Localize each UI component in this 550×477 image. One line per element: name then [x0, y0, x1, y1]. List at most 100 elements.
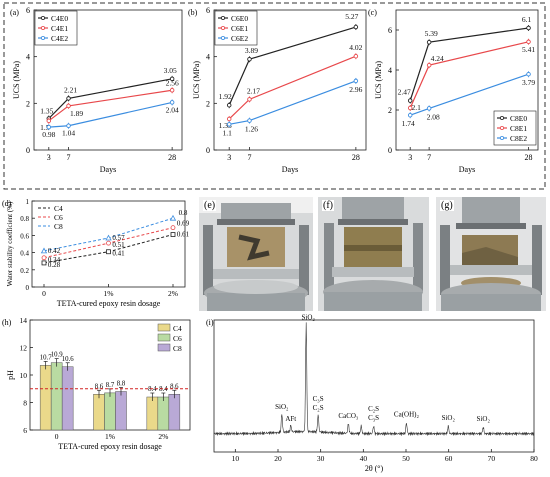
peak-label: C₃S	[368, 414, 379, 422]
data-label: 5.41	[522, 45, 535, 54]
panel-label-f: (f)	[322, 200, 334, 211]
y-axis-label: UCS (MPa)	[192, 61, 201, 99]
x-tick-label: 10	[232, 454, 240, 463]
peak-label: AFt	[285, 415, 296, 423]
x-axis-label: Days	[282, 165, 298, 174]
y-tick-label: 2	[388, 106, 392, 115]
data-label: 8.8	[117, 381, 126, 388]
series-line-C8E1	[409, 41, 529, 109]
data-label: 4.02	[349, 43, 362, 52]
data-label: 2.1	[412, 103, 422, 112]
x-tick-label: 50	[402, 454, 410, 463]
data-label: 0.57	[112, 234, 125, 242]
data-point	[407, 98, 413, 103]
bar-C8	[168, 394, 181, 431]
data-label: 2.96	[349, 85, 362, 94]
legend-swatch	[157, 323, 171, 332]
data-label: 3.05	[164, 66, 177, 75]
peak-label: SiO₂	[477, 415, 491, 423]
panel-label: (b)	[188, 8, 198, 17]
x-tick-label: 7	[247, 153, 251, 162]
panel-label: (h)	[2, 318, 12, 327]
chart-a: 0 2 4 6 3 7 28 Days UCS (MPa) 1.35 2.21 3.05 1.5 1.89…	[10, 6, 183, 174]
data-label: 1.26	[245, 125, 258, 134]
y-tick-label: 4	[26, 53, 30, 62]
bar-C4	[39, 365, 52, 431]
legend-marker	[499, 126, 504, 131]
data-label: 5.27	[345, 12, 358, 21]
plot-frame	[33, 9, 183, 151]
data-label: 6.1	[522, 15, 532, 24]
y-tick-label: 0	[26, 284, 30, 292]
data-label: 8.6	[95, 383, 104, 390]
data-point	[353, 24, 359, 30]
data-label: 8.7	[106, 382, 115, 389]
legend-marker	[499, 135, 504, 140]
data-label: 2.56	[166, 78, 179, 87]
data-label: 8.4	[159, 386, 168, 393]
y-axis-label: UCS (MPa)	[374, 61, 383, 99]
data-point	[247, 97, 252, 102]
data-point	[353, 53, 359, 59]
data-point	[40, 247, 48, 254]
data-label: 10.6	[62, 356, 74, 363]
data-point	[46, 118, 52, 124]
x-tick-label: 28	[168, 153, 176, 162]
panel-label-e: (e)	[203, 200, 217, 211]
xrd-pattern	[213, 322, 535, 437]
data-label: 2.21	[64, 85, 77, 94]
x-tick-label: 70	[488, 454, 496, 463]
data-point	[169, 76, 175, 82]
data-point	[226, 116, 232, 122]
data-point	[169, 88, 175, 93]
data-point	[105, 234, 112, 241]
legend-label: C6E0	[231, 14, 248, 23]
chart-b: 0 2 4 6 3 7 28 Days UCS (MPa) 1.92 3.89 5.27 1.33 2.1…	[188, 6, 367, 174]
bar-C6	[104, 392, 116, 431]
data-label: 1.04	[62, 129, 75, 138]
data-label: 2.08	[427, 112, 440, 121]
x-tick-label: 40	[360, 454, 368, 463]
data-label: 10.9	[51, 352, 63, 359]
x-axis-label: Days	[459, 165, 475, 174]
legend-label: C4E0	[51, 14, 68, 23]
legend-label: C8	[173, 344, 182, 353]
data-point	[426, 106, 432, 111]
plot-frame	[395, 9, 539, 151]
data-point	[426, 39, 432, 45]
y-tick-label: 0	[206, 146, 210, 155]
data-point	[407, 105, 413, 111]
x-tick-label: 28	[352, 153, 360, 162]
data-point	[41, 260, 47, 266]
y-tick-label: 4	[388, 66, 392, 75]
panel-label: (d)	[2, 199, 12, 208]
chart-c: 0 2 4 6 3 7 28 Days UCS (MPa) 2.47 5.39 6.1 2.1 4.24 5…	[368, 8, 539, 174]
x-tick-label: 7	[67, 153, 71, 162]
y-axis-label: Water stability coefficient (%)	[6, 201, 14, 286]
data-label: 8.4	[148, 386, 157, 393]
data-point	[247, 56, 252, 62]
y-tick-label: 0.4	[20, 250, 29, 258]
x-tick-label: 7	[427, 153, 431, 162]
data-label: 1.35	[40, 107, 53, 116]
data-label: 5.39	[425, 29, 438, 38]
data-label: 4.24	[431, 54, 444, 63]
y-axis-label: UCS (MPa)	[12, 61, 21, 99]
legend-label: C6	[54, 213, 63, 222]
plot-frame	[213, 9, 367, 151]
data-label: 10.7	[40, 354, 52, 361]
data-label: 3.79	[522, 78, 535, 87]
photo-f-panel: (f)	[318, 197, 429, 311]
bar-C8	[61, 366, 74, 431]
x-axis-label: 2θ (°)	[365, 464, 384, 473]
legend-marker	[499, 116, 504, 121]
y-tick-label: 6	[26, 6, 30, 15]
plot-frame	[213, 319, 535, 453]
peak-label: CaCO₃	[338, 412, 359, 420]
legend-label: C8	[54, 222, 63, 231]
y-axis-label: pH	[6, 370, 15, 380]
data-label: 1.1	[223, 128, 233, 137]
legend-label: C8E1	[510, 124, 527, 133]
